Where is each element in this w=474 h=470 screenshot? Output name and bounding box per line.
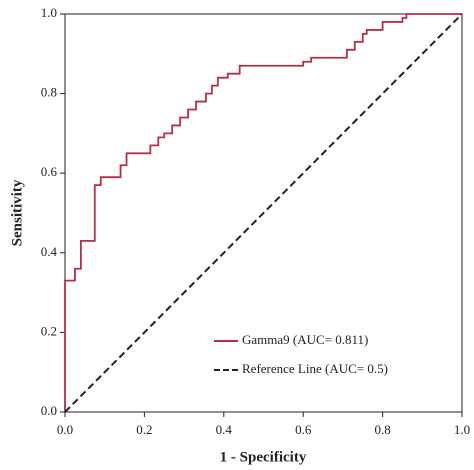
legend-label: Reference Line (AUC= 0.5) xyxy=(242,361,388,376)
plot-frame xyxy=(64,13,463,413)
x-tick-label: 0.0 xyxy=(57,422,73,437)
roc-line xyxy=(64,13,462,412)
y-tick-label: 0.2 xyxy=(41,323,57,338)
x-axis-title: 1 - Specificity xyxy=(220,449,307,465)
y-tick-label: 0.6 xyxy=(41,164,58,179)
y-tick-label: 1.0 xyxy=(41,5,57,20)
x-tick-label: 0.2 xyxy=(136,422,152,437)
roc-line xyxy=(64,13,463,413)
y-tick-label: 0.4 xyxy=(41,244,58,259)
y-tick-label: 0.0 xyxy=(41,403,57,418)
y-axis-title: Sensitivity xyxy=(9,179,25,246)
y-tick-label: 0.8 xyxy=(41,85,57,100)
x-tick-label: 1.0 xyxy=(454,422,470,437)
legend-label: Gamma9 (AUC= 0.811) xyxy=(242,332,368,347)
x-tick-label: 0.8 xyxy=(374,422,390,437)
x-tick-label: 0.6 xyxy=(295,422,312,437)
x-tick-label: 0.4 xyxy=(216,422,233,437)
